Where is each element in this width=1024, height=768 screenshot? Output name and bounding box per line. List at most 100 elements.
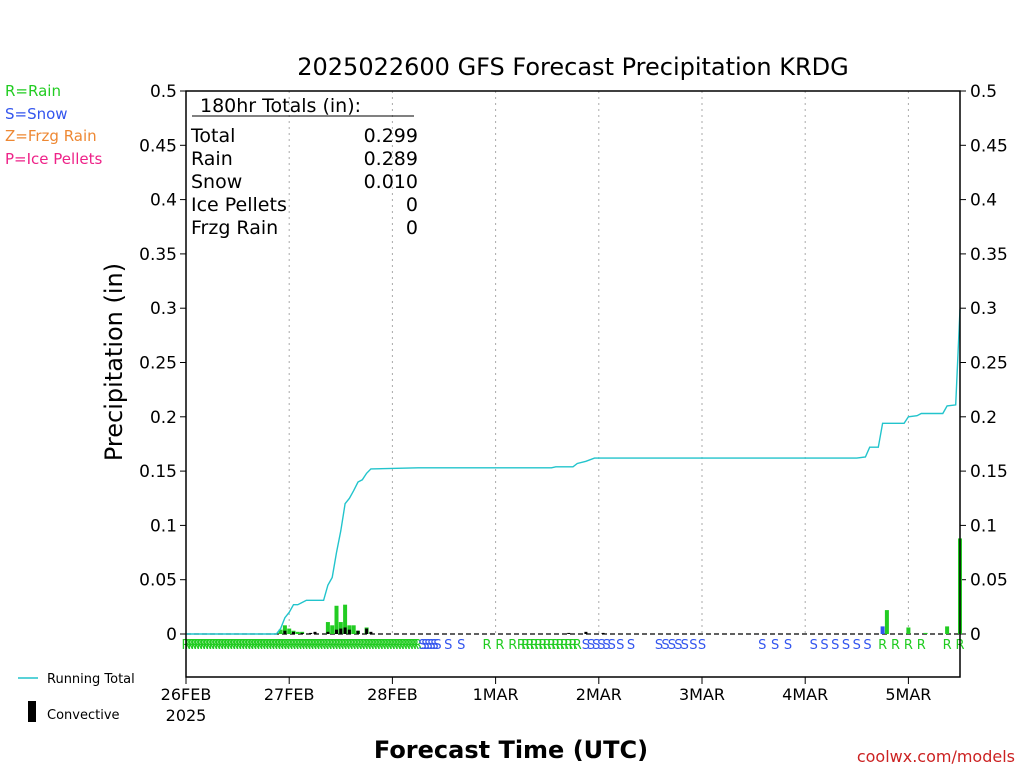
type-marker-rain: R xyxy=(410,638,419,653)
precip-bar-rain xyxy=(334,605,339,634)
type-marker-rain: R xyxy=(904,638,913,653)
type-marker-rain: R xyxy=(200,638,209,653)
type-marker-rain: R xyxy=(233,638,242,653)
convective-bar xyxy=(369,631,373,634)
running-total-legend-label: Running Total xyxy=(47,672,135,687)
type-marker-snow: S xyxy=(582,638,590,653)
type-marker-rain: R xyxy=(365,638,374,653)
convective-bar xyxy=(339,628,343,634)
type-marker-rain: R xyxy=(495,638,504,653)
precip-bar-rain xyxy=(884,610,889,634)
type-marker-rain: R xyxy=(347,638,356,653)
type-marker-snow: S xyxy=(668,638,676,653)
type-marker-rain: R xyxy=(371,638,380,653)
convective-bar xyxy=(326,631,330,634)
y-tick-label-right: 0 xyxy=(970,625,981,645)
precip-bar-snow xyxy=(880,626,885,634)
type-marker-rain: R xyxy=(287,638,296,653)
type-marker-rain: R xyxy=(320,638,329,653)
type-marker-rain: R xyxy=(508,638,517,653)
type-marker-snow: S xyxy=(444,638,452,653)
type-marker-rain: R xyxy=(943,638,952,653)
type-marker-rain: R xyxy=(242,638,251,653)
type-marker-snow: S xyxy=(592,638,600,653)
type-marker-snow: S xyxy=(421,638,429,653)
type-marker-snow: S xyxy=(674,638,682,653)
type-marker-rain: R xyxy=(269,638,278,653)
x-tick-label: 5MAR xyxy=(885,685,931,704)
y-tick-label-left: 0.3 xyxy=(150,299,177,319)
y-tick-label-right: 0.45 xyxy=(970,136,1008,156)
y-axis-label: Precipitation (in) xyxy=(100,263,128,461)
y-tick-label-left: 0.2 xyxy=(150,408,177,428)
precip-bar-rain xyxy=(287,628,292,634)
type-marker-snow: S xyxy=(457,638,465,653)
type-marker-rain: R xyxy=(525,638,534,653)
convective-bar xyxy=(356,630,360,634)
type-legend: R=Rain S=Snow Z=Frzg Rain P=Ice Pellets xyxy=(5,82,102,168)
x-axis-ticks: 26FEB 27FEB 28FEB 1MAR 2MAR 3MAR 4MAR 5MAR xyxy=(161,677,931,704)
type-marker-rain: R xyxy=(260,638,269,653)
type-marker-snow: S xyxy=(430,638,438,653)
totals-value-total: 0.299 xyxy=(364,125,418,147)
precip-bars xyxy=(278,538,962,634)
precip-bar-rain xyxy=(330,625,335,634)
type-marker-rain: R xyxy=(308,638,317,653)
type-marker-snow: S xyxy=(820,638,828,653)
type-marker-snow: S xyxy=(427,638,435,653)
convective-bars xyxy=(283,627,605,634)
type-marker-rain: R xyxy=(573,638,582,653)
convective-bar xyxy=(343,627,347,634)
type-marker-rain: R xyxy=(338,638,347,653)
type-marker-rain: R xyxy=(206,638,215,653)
type-marker-rain: R xyxy=(230,638,239,653)
type-marker-rain: R xyxy=(538,638,547,653)
type-marker-rain: R xyxy=(218,638,227,653)
type-marker-rain: R xyxy=(543,638,552,653)
type-marker-rain: R xyxy=(284,638,293,653)
type-marker-snow: S xyxy=(602,638,610,653)
year-label: 2025 xyxy=(166,706,207,725)
type-marker-rain: R xyxy=(197,638,206,653)
type-marker-rain: R xyxy=(534,638,543,653)
type-marker-rain: R xyxy=(194,638,203,653)
convective-bar xyxy=(365,628,369,634)
type-marker-rain: R xyxy=(386,638,395,653)
legend-rain: R=Rain xyxy=(5,82,61,100)
type-marker-rain: R xyxy=(184,638,193,653)
type-marker-rain: R xyxy=(203,638,212,653)
precip-bar-rain xyxy=(945,626,950,634)
type-marker-rain: R xyxy=(254,638,263,653)
convective-bar xyxy=(347,629,351,634)
type-marker-rain: R xyxy=(263,638,272,653)
type-marker-rain: R xyxy=(266,638,275,653)
type-marker-rain: R xyxy=(568,638,577,653)
running-total-line xyxy=(186,309,961,635)
x-tick-label: 2MAR xyxy=(576,685,622,704)
chart-title: 2025022600 GFS Forecast Precipitation KR… xyxy=(297,53,848,81)
totals-label-snow: Snow xyxy=(191,171,242,193)
type-marker-snow: S xyxy=(608,638,616,653)
type-marker-snow: S xyxy=(587,638,595,653)
type-marker-rain: R xyxy=(350,638,359,653)
legend-ice-pellets: P=Ice Pellets xyxy=(5,150,102,168)
type-marker-rain: R xyxy=(917,638,926,653)
y-tick-label-left: 0.1 xyxy=(150,516,177,536)
convective-bar xyxy=(584,631,588,634)
type-marker-rain: R xyxy=(560,638,569,653)
y-tick-label-right: 0.5 xyxy=(970,82,997,102)
totals-value-snow: 0.010 xyxy=(364,171,418,193)
type-marker-rain: R xyxy=(245,638,254,653)
totals-header: 180hr Totals (in): xyxy=(200,95,361,117)
legend-frzg-rain: Z=Frzg Rain xyxy=(5,127,97,145)
type-marker-rain: R xyxy=(293,638,302,653)
type-marker-rain: R xyxy=(215,638,224,653)
y-tick-label-left: 0.15 xyxy=(139,462,177,482)
type-marker-rain: R xyxy=(257,638,266,653)
type-marker-rain: R xyxy=(221,638,230,653)
type-marker-snow: S xyxy=(627,638,635,653)
type-marker-snow: S xyxy=(784,638,792,653)
convective-bar xyxy=(313,631,317,634)
type-marker-snow: S xyxy=(424,638,432,653)
totals-value-ice-pellets: 0 xyxy=(406,194,418,216)
